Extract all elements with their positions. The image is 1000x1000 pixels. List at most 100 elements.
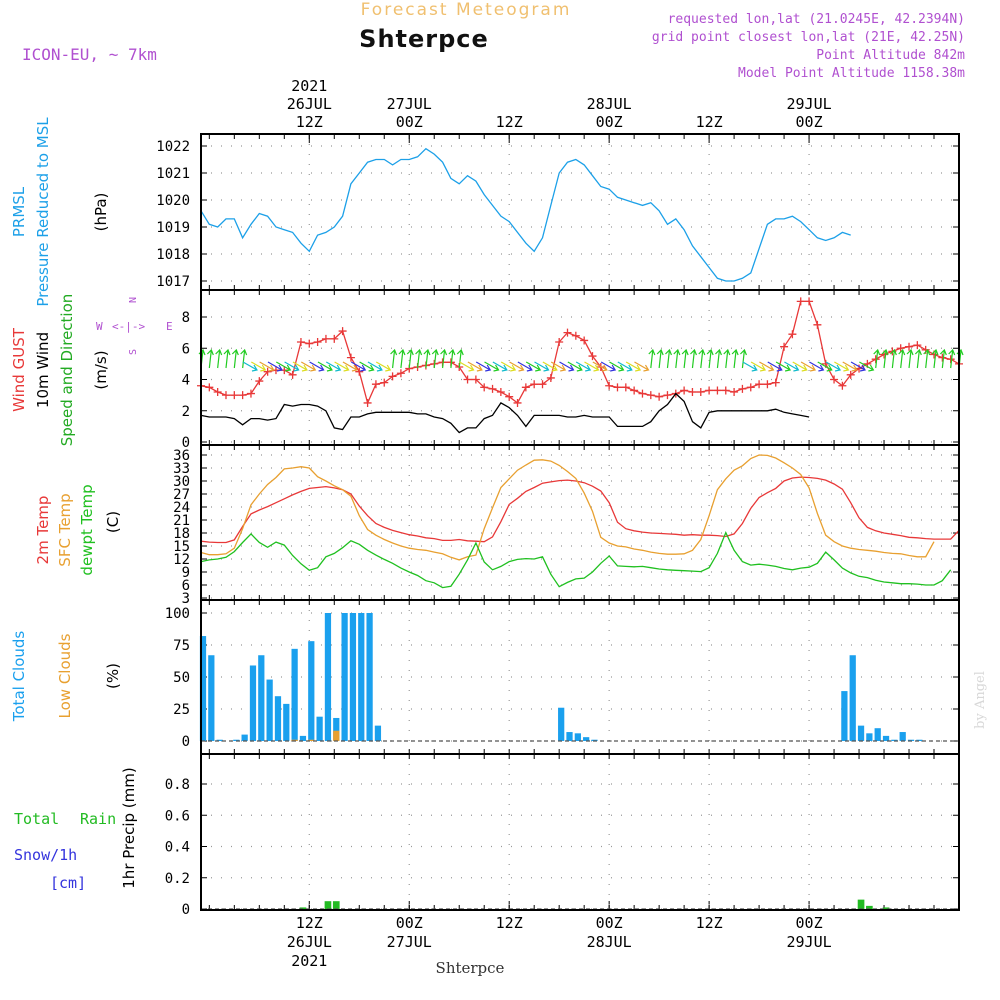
wind-label: 10m Wind	[34, 332, 52, 408]
gust-marker	[505, 392, 514, 401]
wind-arrow	[923, 348, 931, 369]
wind-arrow	[240, 348, 248, 369]
gust-marker	[480, 383, 489, 392]
gust-marker	[363, 398, 372, 407]
gust-marker	[946, 355, 955, 364]
wind-arrow	[559, 361, 575, 372]
wind-arrow	[242, 361, 258, 372]
wind-arrow	[406, 348, 414, 369]
pressure-line	[200, 147, 851, 282]
wind-arrow	[456, 348, 464, 369]
axis-date-label: 26JUL	[287, 95, 332, 113]
wind-arrow	[850, 361, 866, 372]
gust-marker	[730, 388, 739, 396]
cloud-total-bar	[241, 734, 248, 741]
wind-arrow	[440, 348, 448, 369]
panel5-labels: Total Rain Snow/1h [cm] 1hr Precip (mm)	[14, 767, 138, 892]
cloud-total-bar	[882, 735, 890, 741]
gust-marker	[538, 380, 547, 389]
gust-line	[200, 300, 960, 405]
cloud-total-bar	[333, 717, 340, 741]
gust-marker	[938, 353, 947, 362]
wind-arrow	[206, 348, 214, 369]
wind-arrow	[300, 361, 317, 372]
wind-arrow	[215, 348, 223, 369]
panel1-labels: PRMSL Pressure Reduced to MSL (hPa)	[10, 117, 110, 307]
y-tick-label: 12	[173, 552, 190, 568]
cloud-low-bar	[308, 739, 315, 741]
axis-date-label: 26JUL	[287, 933, 332, 951]
wind-arrow	[775, 361, 792, 372]
rain-bar	[857, 899, 865, 909]
cloud-total-bar	[849, 655, 856, 741]
panel-5: 0 0.2 0.4 0.6 0.8	[165, 753, 960, 918]
gust-marker	[846, 370, 855, 379]
axis-hour-label: 00Z	[796, 113, 823, 131]
cloud-total-bar	[266, 679, 273, 741]
axis-hour-label: 12Z	[296, 914, 323, 932]
wind-arrow	[223, 348, 231, 369]
wind-arrow	[267, 361, 283, 372]
total-rain-label: Total	[14, 810, 59, 828]
gust-marker	[463, 375, 472, 384]
snow-label: Snow/1h	[14, 846, 77, 864]
gust-marker	[338, 327, 347, 336]
gust-marker	[263, 367, 272, 376]
cloud-total-bar	[891, 739, 898, 741]
wind-arrow	[431, 348, 439, 369]
compass-south: S	[128, 349, 139, 355]
y-tick-label: 100	[165, 606, 190, 622]
axis-date-label: 29JUL	[786, 95, 831, 113]
cloud-total-bar	[358, 613, 365, 741]
gust-marker	[713, 386, 722, 395]
compass-rose: N W <-|-> E S	[96, 297, 173, 355]
y-tick-label: 1021	[156, 166, 190, 182]
gust-marker	[563, 328, 572, 337]
wind-arrow	[275, 361, 292, 372]
rain-bar	[882, 907, 890, 909]
footer-location: Shterpce	[436, 959, 505, 977]
requested-coords: requested lon,lat (21.0245E, 42.2394N)	[668, 12, 965, 27]
axis-hour-label: 00Z	[796, 914, 823, 932]
gust-marker	[646, 391, 655, 400]
wind-arrow	[740, 348, 747, 369]
wind-arrow	[500, 361, 517, 372]
panel2-labels: Wind GUST 10m Wind Speed and Direction (…	[10, 294, 173, 447]
wind-arrow	[284, 361, 300, 372]
wind-arrow	[334, 361, 350, 372]
wind-arrow	[881, 348, 889, 369]
cloud-total-bar	[299, 735, 307, 741]
y-tick-label: 1018	[156, 247, 190, 263]
wind-arrow	[656, 348, 664, 369]
y-tick-label: 6	[182, 578, 190, 594]
wind-arrow	[484, 361, 500, 372]
gust-marker	[230, 391, 239, 400]
wind-arrow	[325, 361, 342, 372]
wind-arrow	[398, 348, 406, 369]
cloud-total-bar	[349, 613, 357, 741]
y-tick-label: 33	[173, 461, 190, 477]
cloud-total-bar	[324, 613, 332, 741]
panel-5-yticks: 0 0.2 0.4 0.6 0.8	[165, 777, 959, 918]
y-tick-label: 30	[173, 474, 190, 490]
axis-year-label: 2021	[291, 77, 327, 95]
wind-arrow	[690, 348, 698, 369]
panel-2-yticks: 0 2 4 6 8	[182, 310, 959, 451]
gust-marker	[238, 391, 247, 400]
cloud-total-bar	[583, 737, 590, 741]
gust-marker	[380, 378, 389, 387]
wind-arrow	[492, 361, 508, 372]
gust-marker	[213, 388, 222, 396]
dewpt-label: dewpt Temp	[78, 484, 96, 575]
y-tick-label: 4	[182, 373, 190, 389]
axis-date-label: 28JUL	[587, 933, 632, 951]
axis-date-label: 27JUL	[387, 95, 432, 113]
wind-arrow	[698, 348, 706, 369]
wind-arrow	[914, 348, 922, 369]
axis-hour-label: 00Z	[596, 113, 623, 131]
y-tick-label: 9	[182, 565, 190, 581]
y-tick-label: 2	[182, 404, 190, 420]
